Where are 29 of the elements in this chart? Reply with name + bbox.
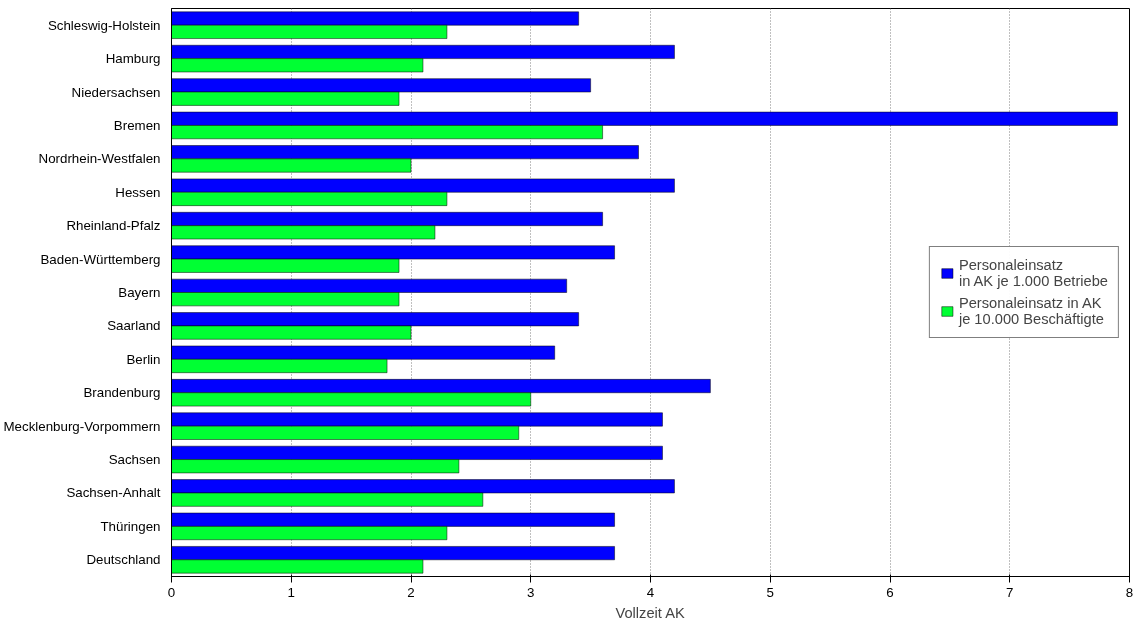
x-tick-label: 3 xyxy=(527,584,535,600)
y-tick-label: Bayern xyxy=(118,285,161,300)
y-tick-label: Bremen xyxy=(113,117,161,133)
x-tick-label: 2 xyxy=(407,584,415,600)
x-tick-label: 5 xyxy=(766,584,774,600)
y-tick-label: Thüringen xyxy=(100,518,161,534)
y-tick-label: Berlin xyxy=(126,351,161,367)
legend-label: Personaleinsatz in AK je 1.000 Betriebe xyxy=(958,257,1108,289)
y-tick-label: Hessen xyxy=(115,184,161,200)
y-tick-label: Hamburg xyxy=(105,51,161,67)
legend-label: Personaleinsatz in AK je 10.000 Beschäftigte xyxy=(958,295,1104,327)
y-tick-label: Saarland xyxy=(107,318,161,334)
y-tick-label: Baden-Württemberg xyxy=(40,251,161,267)
y-tick-label: Brandenburg xyxy=(83,385,161,401)
x-tick-label: 4 xyxy=(646,584,655,600)
y-tick-label: Schleswig-Holstein xyxy=(47,17,161,33)
y-tick-label: Niedersachsen xyxy=(71,84,161,100)
x-axis-title: Vollzeit AK xyxy=(615,604,685,621)
x-tick-label: 8 xyxy=(1125,584,1134,600)
y-tick-label: Sachsen-Anhalt xyxy=(66,485,161,501)
y-tick-label: Deutschland xyxy=(86,552,161,568)
x-tick-label: 6 xyxy=(886,584,894,600)
x-tick-label: 0 xyxy=(167,584,176,600)
y-tick-label: Rheinland-Pfalz xyxy=(66,218,161,234)
y-tick-label: Sachsen xyxy=(108,452,161,468)
y-tick-label: Nordrhein-Westfalen xyxy=(38,151,161,167)
x-tick-label: 1 xyxy=(287,584,295,600)
y-tick-label: Mecklenburg-Vorpommern xyxy=(3,418,161,434)
x-tick-label: 7 xyxy=(1006,584,1014,600)
